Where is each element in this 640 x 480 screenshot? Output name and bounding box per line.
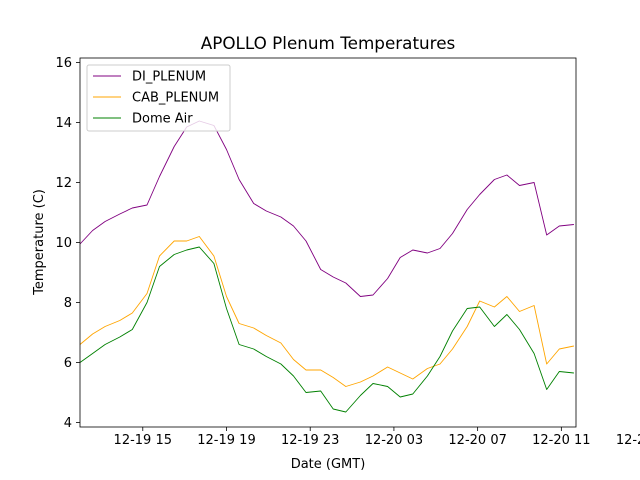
x-tick-label: 12-19 15	[114, 433, 172, 448]
series-line-di-plenum	[79, 120, 574, 297]
chart-title: APOLLO Plenum Temperatures	[201, 33, 456, 53]
y-axis-label: Temperature (C)	[32, 189, 47, 296]
plot-frame	[79, 57, 577, 428]
x-tick-label: 12-19 19	[197, 433, 255, 448]
y-tick-label: 14	[55, 116, 72, 131]
x-axis-label: Date (GMT)	[291, 457, 366, 472]
y-tick-label: 8	[64, 296, 72, 311]
series-line-dome-air	[79, 246, 574, 413]
legend: DI_PLENUM CAB_PLENUM Dome Air	[86, 64, 231, 132]
x-tick-label: 12-20 07	[448, 433, 506, 448]
legend-label-dome-air: Dome Air	[132, 112, 193, 127]
legend-label-di-plenum: DI_PLENUM	[132, 70, 206, 85]
series-line-cab-plenum	[79, 236, 574, 387]
y-tick-label: 10	[55, 236, 72, 251]
y-tick-label: 4	[64, 416, 72, 431]
x-tick-label: 12-19 23	[281, 433, 339, 448]
y-tick-label: 12	[55, 176, 72, 191]
x-tick-label: 12-20 11	[532, 433, 590, 448]
legend-box	[86, 64, 231, 132]
y-tick-label: 16	[55, 56, 72, 71]
y-axis-ticks: 4 6 8 10 12 14 16	[55, 56, 80, 431]
x-tick-label: 12-20 03	[365, 433, 423, 448]
x-axis-ticks: 12-19 15 12-19 19 12-19 23 12-20 03 12-20 07…	[114, 427, 640, 448]
x-tick-label: 12-20 15	[616, 433, 640, 448]
series-layer	[79, 120, 574, 413]
legend-label-cab-plenum: CAB_PLENUM	[132, 91, 219, 106]
y-tick-label: 6	[64, 356, 72, 371]
